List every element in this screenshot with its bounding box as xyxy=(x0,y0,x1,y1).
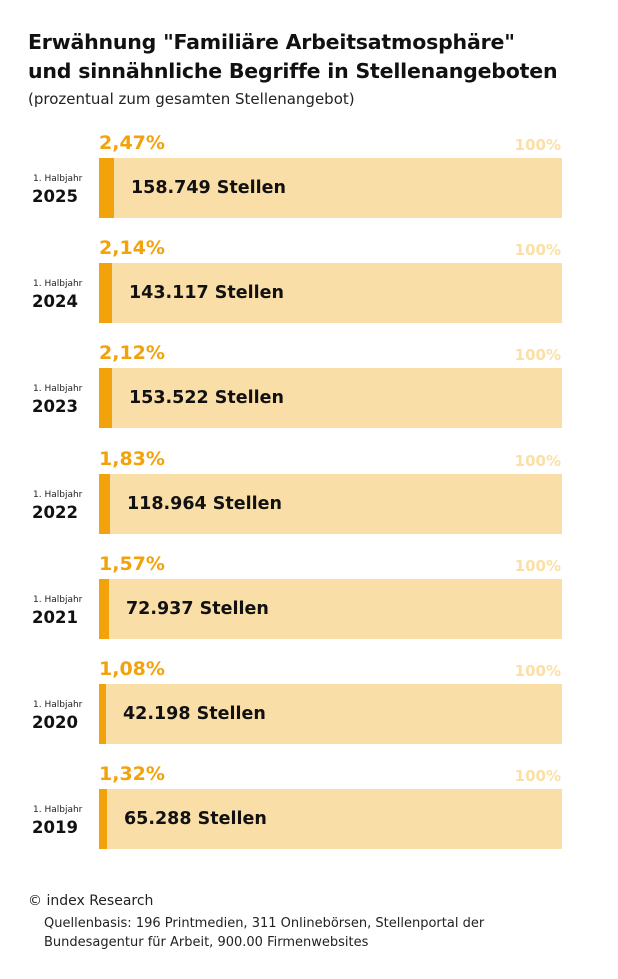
copyright-note: © index Research xyxy=(28,893,154,909)
max-label: 100% xyxy=(514,452,561,470)
value-label: 2,14% xyxy=(99,237,165,259)
bar xyxy=(99,579,109,639)
year-label: 2020 xyxy=(32,713,78,732)
chart-title-line-2: und sinnähnliche Begriffe in Stellenange… xyxy=(28,59,558,83)
count-label: 153.522 Stellen xyxy=(129,388,284,408)
year-label: 2025 xyxy=(32,187,78,206)
year-label: 2021 xyxy=(32,608,78,627)
bar xyxy=(99,474,110,534)
bar xyxy=(99,158,114,218)
bar-track: 158.749 Stellen xyxy=(99,158,562,218)
bar-track: 72.937 Stellen xyxy=(99,579,562,639)
value-label: 2,47% xyxy=(99,132,165,154)
chart-subtitle: (prozentual zum gesamten Stellenangebot) xyxy=(28,90,355,108)
value-label: 1,08% xyxy=(99,658,165,680)
period-label: 1. Halbjahr xyxy=(33,174,83,184)
source-note: Quellenbasis: 196 Printmedien, 311 Onlin… xyxy=(44,916,485,950)
count-label: 65.288 Stellen xyxy=(124,809,267,829)
chart-title: Erwähnung "Familiäre Arbeitsatmosphäre" … xyxy=(28,28,558,86)
period-label: 1. Halbjahr xyxy=(33,805,83,815)
period-label: 1. Halbjahr xyxy=(33,490,83,500)
chart-row-2023: 2,12% 100% 153.522 Stellen 1. Halbjahr 2023 xyxy=(0,342,618,447)
value-label: 1,32% xyxy=(99,763,165,785)
count-label: 158.749 Stellen xyxy=(131,178,286,198)
chart-row-2022: 1,83% 100% 118.964 Stellen 1. Halbjahr 2022 xyxy=(0,448,618,553)
max-label: 100% xyxy=(514,241,561,259)
bar xyxy=(99,263,112,323)
period-label: 1. Halbjahr xyxy=(33,279,83,289)
bar-track: 42.198 Stellen xyxy=(99,684,562,744)
bar-track: 65.288 Stellen xyxy=(99,789,562,849)
chart-title-line-1: Erwähnung "Familiäre Arbeitsatmosphäre" xyxy=(28,30,515,54)
chart-row-2020: 1,08% 100% 42.198 Stellen 1. Halbjahr 2020 xyxy=(0,658,618,763)
year-label: 2019 xyxy=(32,818,78,837)
bar-track: 143.117 Stellen xyxy=(99,263,562,323)
year-label: 2023 xyxy=(32,397,78,416)
count-label: 42.198 Stellen xyxy=(123,704,266,724)
count-label: 143.117 Stellen xyxy=(129,283,284,303)
bar-track: 153.522 Stellen xyxy=(99,368,562,428)
bar xyxy=(99,368,112,428)
chart-row-2024: 2,14% 100% 143.117 Stellen 1. Halbjahr 2024 xyxy=(0,237,618,342)
chart-row-2019: 1,32% 100% 65.288 Stellen 1. Halbjahr 2019 xyxy=(0,763,618,868)
bar xyxy=(99,684,106,744)
max-label: 100% xyxy=(514,136,561,154)
value-label: 1,57% xyxy=(99,553,165,575)
period-label: 1. Halbjahr xyxy=(33,384,83,394)
period-label: 1. Halbjahr xyxy=(33,700,83,710)
bar-track: 118.964 Stellen xyxy=(99,474,562,534)
value-label: 2,12% xyxy=(99,342,165,364)
count-label: 72.937 Stellen xyxy=(126,599,269,619)
chart-row-2021: 1,57% 100% 72.937 Stellen 1. Halbjahr 2021 xyxy=(0,553,618,658)
max-label: 100% xyxy=(514,767,561,785)
period-label: 1. Halbjahr xyxy=(33,595,83,605)
count-label: 118.964 Stellen xyxy=(127,494,282,514)
value-label: 1,83% xyxy=(99,448,165,470)
year-label: 2022 xyxy=(32,503,78,522)
bar xyxy=(99,789,107,849)
max-label: 100% xyxy=(514,662,561,680)
year-label: 2024 xyxy=(32,292,78,311)
chart-row-2025: 2,47% 100% 158.749 Stellen 1. Halbjahr 2025 xyxy=(0,132,618,237)
max-label: 100% xyxy=(514,557,561,575)
max-label: 100% xyxy=(514,346,561,364)
